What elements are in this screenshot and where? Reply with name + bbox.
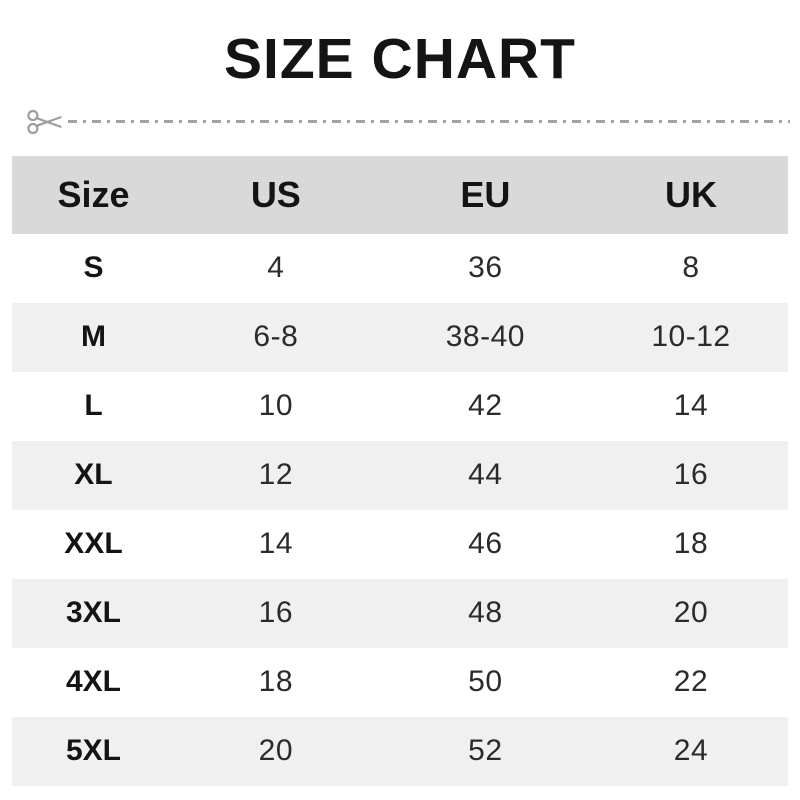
size-value-cell: 14 <box>673 389 709 423</box>
size-label-cell: XXL <box>64 527 123 561</box>
size-value-cell: 46 <box>468 527 503 561</box>
size-value-cell: 38-40 <box>445 320 525 354</box>
size-value-cell: 16 <box>258 596 294 630</box>
size-label-cell: M <box>80 320 106 354</box>
scissors-icon <box>26 107 64 137</box>
size-value-cell: 14 <box>258 527 294 561</box>
table-row-m: M 6-8 38-40 10-12 <box>12 302 788 372</box>
page-title: SIZE CHART <box>224 27 576 91</box>
size-value-cell: 6-8 <box>253 320 299 354</box>
size-value-cell: 36 <box>468 251 503 285</box>
table-row-s: S 4 36 8 <box>12 234 788 303</box>
size-label-cell: 3XL <box>65 596 121 630</box>
size-value-cell: 10-12 <box>651 320 731 354</box>
size-value-cell: 44 <box>468 458 503 492</box>
size-value-cell: 4 <box>267 251 285 285</box>
size-value-cell: 20 <box>673 596 709 630</box>
size-value-cell: 52 <box>468 734 503 768</box>
size-value-cell: 8 <box>682 251 700 285</box>
size-value-cell: 10 <box>258 389 294 423</box>
column-header-us: US <box>174 155 377 234</box>
size-table: Size US EU UK S 4 36 8 M 6-8 38-40 10-12 L 10 42 14 XL 1… <box>12 155 788 786</box>
column-header-size: Size <box>12 155 175 234</box>
column-header-eu: EU <box>376 155 594 234</box>
table-row-3xl: 3XL 16 48 20 <box>12 578 788 648</box>
dashed-cut-line <box>68 120 790 124</box>
cut-line <box>26 106 790 138</box>
size-label-cell: 4XL <box>65 665 121 699</box>
table-header-row: Size US EU UK <box>12 155 788 234</box>
size-value-cell: 42 <box>468 389 503 423</box>
size-value-cell: 18 <box>673 527 709 561</box>
table-row-xl: XL 12 44 16 <box>12 440 788 510</box>
size-value-cell: 24 <box>673 734 709 768</box>
size-value-cell: 18 <box>258 665 294 699</box>
size-label-cell: S <box>83 251 104 285</box>
size-value-cell: 50 <box>468 665 503 699</box>
table-row-l: L 10 42 14 <box>12 372 788 441</box>
size-value-cell: 16 <box>673 458 709 492</box>
size-value-cell: 12 <box>258 458 294 492</box>
column-header-uk: UK <box>593 155 788 234</box>
size-label-cell: L <box>84 389 103 423</box>
table-row-4xl: 4XL 18 50 22 <box>12 648 788 717</box>
size-label-cell: 5XL <box>65 734 121 768</box>
size-value-cell: 22 <box>673 665 709 699</box>
size-label-cell: XL <box>74 458 113 492</box>
table-row-xxl: XXL 14 46 18 <box>12 510 788 579</box>
size-value-cell: 20 <box>258 734 294 768</box>
size-value-cell: 48 <box>468 596 503 630</box>
table-row-5xl: 5XL 20 52 24 <box>12 716 788 786</box>
